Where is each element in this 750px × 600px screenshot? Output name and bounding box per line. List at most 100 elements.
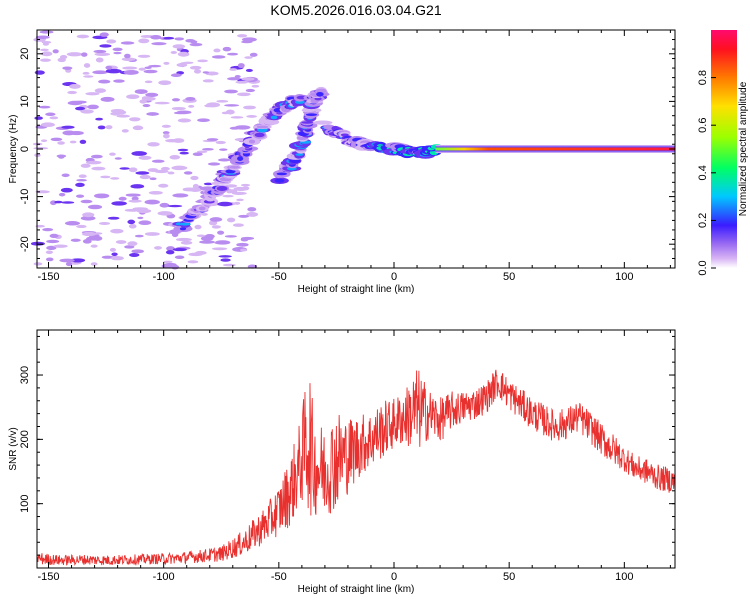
heatmap-noise-blob [235, 80, 249, 84]
snr-x-tick-label: 0 [391, 571, 397, 583]
heatmap-noise-blob [144, 66, 152, 70]
heatmap-noise-blob [33, 262, 43, 266]
heatmap-x-tick-label: 50 [503, 271, 515, 283]
heatmap-noise-blob [69, 140, 77, 144]
heatmap-noise-blob [238, 214, 250, 218]
heatmap-feature-blob [216, 185, 228, 192]
heatmap-noise-blob [151, 159, 165, 163]
heatmap-noise-blob [177, 118, 192, 123]
heatmap-feature-blob [179, 222, 191, 226]
heatmap-noise-blob [230, 116, 244, 119]
heatmap-noise-blob [80, 163, 91, 168]
heatmap-noise-blob [227, 217, 236, 223]
heatmap-noise-blob [85, 160, 102, 165]
heatmap-noise-blob [172, 44, 186, 49]
heatmap-noise-blob [174, 255, 185, 260]
heatmap-noise-blob [196, 234, 206, 238]
heatmap-noise-blob [225, 184, 238, 188]
heatmap-noise-blob [182, 187, 197, 192]
heatmap-noise-blob [137, 54, 151, 58]
heatmap-noise-blob [142, 104, 151, 108]
heatmap-noise-blob [224, 235, 237, 238]
heatmap-noise-blob [128, 167, 138, 173]
heatmap-noise-blob [251, 84, 260, 88]
heatmap-noise-blob [76, 224, 87, 229]
snr-series-line [36, 369, 676, 566]
heatmap-y-tick-label: -20 [19, 236, 31, 252]
heatmap-noise-blob [124, 53, 131, 59]
colorbar-tick-label: 0.6 [697, 118, 709, 133]
heatmap-noise-blob [241, 186, 250, 191]
heatmap-y-tick-label: 20 [19, 48, 31, 60]
heatmap-noise-blob [105, 125, 113, 130]
heatmap-x-tick-label: 100 [615, 271, 633, 283]
heatmap-noise-blob [46, 245, 57, 251]
heatmap-feature-blob [276, 172, 288, 176]
heatmap-noise-blob [199, 240, 215, 244]
heatmap-noise-blob [113, 79, 125, 83]
heatmap-noise-blob [197, 118, 210, 123]
heatmap-noise-blob [218, 158, 231, 162]
heatmap-noise-blob [45, 257, 54, 262]
heatmap-noise-blob [169, 154, 181, 160]
heatmap-noise-blob [49, 116, 59, 120]
heatmap-noise-blob [42, 227, 54, 232]
heatmap-noise-blob [62, 130, 76, 136]
heatmap-noise-blob [58, 154, 65, 159]
heatmap-noise-blob [115, 240, 127, 244]
heatmap-noise-blob [99, 32, 109, 37]
heatmap-noise-blob [121, 129, 129, 133]
heatmap-x-label: Height of straight line (km) [298, 284, 415, 295]
colorbar-ticks: 0.0 0.2 0.4 0.6 0.8 [697, 70, 716, 276]
heatmap-noise-blob [161, 81, 171, 85]
heatmap-feature-blob [295, 153, 304, 156]
heatmap-noise-blob [189, 42, 203, 47]
heatmap-noise-blob [151, 42, 167, 46]
heatmap-feature-blob [270, 115, 278, 120]
heatmap-noise-blob [112, 47, 123, 52]
heatmap-noise-blob [85, 92, 100, 96]
heatmap-noise-blob [226, 52, 239, 56]
heatmap-feature-blob [179, 227, 187, 231]
heatmap-noise-blob [163, 61, 170, 65]
heatmap-noise-blob [38, 105, 51, 109]
heatmap-noise-blob [154, 246, 163, 250]
heatmap-noise-blob [95, 57, 104, 63]
heatmap-noise-blob [30, 241, 45, 246]
heatmap-noise-blob [98, 221, 111, 225]
heatmap-noise-blob [220, 258, 231, 262]
heatmap-noise-blob [35, 190, 50, 194]
heatmap-noise-blob [127, 241, 138, 247]
heatmap-noise-blob [53, 244, 68, 248]
heatmap-noise-blob [195, 250, 207, 255]
heatmap-noise-blob [197, 59, 209, 63]
heatmap-noise-blob [75, 106, 86, 111]
heatmap-noise-blob [204, 104, 215, 108]
heatmap-noise-blob [129, 117, 141, 122]
heatmap-noise-blob [146, 112, 159, 116]
heatmap-noise-blob [188, 104, 195, 108]
heatmap-noise-blob [202, 79, 214, 83]
heatmap-noise-blob [121, 57, 136, 62]
heatmap-noise-blob [76, 178, 87, 182]
colorbar-gradient [711, 30, 737, 268]
heatmap-noise-blob [106, 39, 117, 44]
heatmap-noise-blob [109, 152, 116, 156]
heatmap-noise-blob [240, 237, 249, 242]
heatmap-noise-blob [160, 166, 170, 171]
heatmap-noise-blob [124, 245, 135, 249]
heatmap-noise-blob [129, 252, 140, 258]
heatmap-noise-blob [180, 240, 193, 245]
heatmap-noise-blob [173, 111, 187, 115]
heatmap-noise-blob [193, 69, 202, 74]
heatmap-x-ticks: -150 -100 -50 0 50 100 [38, 30, 671, 283]
colorbar-tick-label: 0.0 [697, 260, 709, 275]
heatmap-y-label: Frequency (Hz) [8, 115, 19, 184]
heatmap-noise-blob [34, 116, 43, 120]
heatmap-noise-blob [138, 155, 152, 160]
colorbar-label: Normalized spectral amplitude [738, 81, 749, 216]
heatmap-feature-blob [248, 139, 256, 144]
heatmap-noise-blob [176, 63, 188, 67]
heatmap-noise-blob [105, 65, 113, 70]
heatmap-noise-blob [59, 258, 75, 263]
